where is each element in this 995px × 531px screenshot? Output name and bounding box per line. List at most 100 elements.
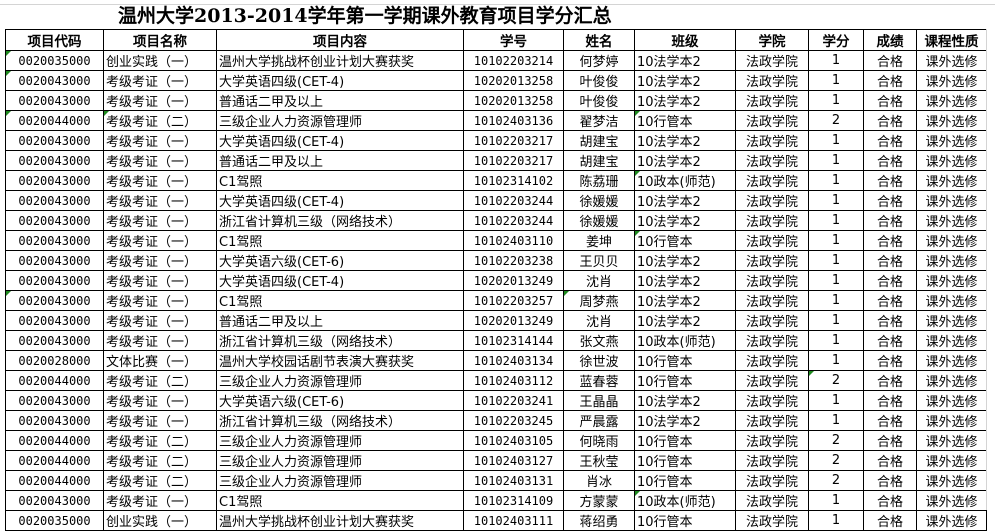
cell-student-id[interactable]: 10102203244 — [463, 210, 564, 231]
cell-project-code[interactable]: 0020043000 — [5, 290, 104, 311]
cell-grade[interactable]: 合格 — [863, 50, 917, 71]
cell-college[interactable]: 法政学院 — [735, 490, 809, 511]
cell-project-content[interactable]: C1驾照 — [216, 230, 464, 251]
cell-project-content[interactable]: 浙江省计算机三级（网络技术） — [216, 330, 464, 351]
cell-credit[interactable]: 1 — [808, 90, 864, 111]
cell-project-content[interactable]: 普通话二甲及以上 — [216, 90, 464, 111]
cell-class[interactable]: 10行管本 — [634, 510, 736, 531]
cell-student-name[interactable]: 沈肖 — [563, 310, 635, 331]
cell-college[interactable]: 法政学院 — [735, 190, 809, 211]
cell-project-content[interactable]: 大学英语四级(CET-4) — [216, 70, 464, 91]
cell-project-content[interactable]: C1驾照 — [216, 170, 464, 191]
cell-grade[interactable]: 合格 — [863, 250, 917, 271]
cell-student-name[interactable]: 翟梦洁 — [563, 110, 635, 131]
cell-project-content[interactable]: 三级企业人力资源管理师 — [216, 430, 464, 451]
cell-course-type[interactable]: 课外选修 — [916, 510, 987, 531]
cell-project-content[interactable]: 大学英语四级(CET-4) — [216, 270, 464, 291]
cell-college[interactable]: 法政学院 — [735, 90, 809, 111]
cell-college[interactable]: 法政学院 — [735, 130, 809, 151]
cell-project-code[interactable]: 0020044000 — [5, 430, 104, 451]
cell-student-name[interactable]: 方蒙蒙 — [563, 490, 635, 511]
cell-college[interactable]: 法政学院 — [735, 370, 809, 391]
cell-project-name[interactable]: 考级考证（一） — [103, 270, 217, 291]
cell-grade[interactable]: 合格 — [863, 170, 917, 191]
cell-project-code[interactable]: 0020043000 — [5, 330, 104, 351]
cell-student-name[interactable]: 王贝贝 — [563, 250, 635, 271]
header-course-type[interactable]: 课程性质 — [916, 29, 987, 51]
header-class[interactable]: 班级 — [634, 29, 736, 51]
cell-student-id[interactable]: 10102203245 — [463, 410, 564, 431]
cell-project-name[interactable]: 考级考证（二） — [103, 370, 217, 391]
cell-college[interactable]: 法政学院 — [735, 290, 809, 311]
cell-credit[interactable]: 1 — [808, 330, 864, 351]
cell-project-name[interactable]: 考级考证（一） — [103, 390, 217, 411]
cell-credit[interactable]: 1 — [808, 230, 864, 251]
cell-college[interactable]: 法政学院 — [735, 510, 809, 531]
cell-course-type[interactable]: 课外选修 — [916, 150, 987, 171]
cell-student-id[interactable]: 10102403112 — [463, 370, 564, 391]
cell-grade[interactable]: 合格 — [863, 210, 917, 231]
cell-student-name[interactable]: 徐媛媛 — [563, 210, 635, 231]
cell-project-content[interactable]: C1驾照 — [216, 490, 464, 511]
cell-project-code[interactable]: 0020043000 — [5, 310, 104, 331]
cell-class[interactable]: 10政本(师范) — [634, 330, 736, 351]
cell-course-type[interactable]: 课外选修 — [916, 310, 987, 331]
cell-project-content[interactable]: 普通话二甲及以上 — [216, 150, 464, 171]
cell-project-content[interactable]: 浙江省计算机三级（网络技术） — [216, 410, 464, 431]
header-grade[interactable]: 成绩 — [863, 29, 917, 51]
cell-grade[interactable]: 合格 — [863, 270, 917, 291]
cell-grade[interactable]: 合格 — [863, 150, 917, 171]
cell-project-name[interactable]: 创业实践（一） — [103, 50, 217, 71]
cell-course-type[interactable]: 课外选修 — [916, 210, 987, 231]
cell-grade[interactable]: 合格 — [863, 390, 917, 411]
cell-project-code[interactable]: 0020044000 — [5, 370, 104, 391]
cell-class[interactable]: 10行管本 — [634, 230, 736, 251]
header-project-content[interactable]: 项目内容 — [216, 29, 464, 51]
cell-student-name[interactable]: 姜坤 — [563, 230, 635, 251]
cell-student-id[interactable]: 10102203238 — [463, 250, 564, 271]
cell-project-content[interactable]: 大学英语六级(CET-6) — [216, 390, 464, 411]
cell-college[interactable]: 法政学院 — [735, 50, 809, 71]
cell-course-type[interactable]: 课外选修 — [916, 470, 987, 491]
cell-project-name[interactable]: 文体比赛（一） — [103, 350, 217, 371]
cell-project-name[interactable]: 考级考证（一） — [103, 490, 217, 511]
cell-college[interactable]: 法政学院 — [735, 430, 809, 451]
cell-student-id[interactable]: 10202013249 — [463, 270, 564, 291]
cell-college[interactable]: 法政学院 — [735, 410, 809, 431]
cell-credit[interactable]: 1 — [808, 270, 864, 291]
cell-class[interactable]: 10法学本2 — [634, 90, 736, 111]
cell-student-name[interactable]: 何梦婷 — [563, 50, 635, 71]
cell-project-content[interactable]: 温州大学挑战杯创业计划大赛获奖 — [216, 50, 464, 71]
cell-college[interactable]: 法政学院 — [735, 250, 809, 271]
cell-project-name[interactable]: 考级考证（一） — [103, 210, 217, 231]
header-student-id[interactable]: 学号 — [463, 29, 564, 51]
cell-project-code[interactable]: 0020035000 — [5, 50, 104, 71]
cell-credit[interactable]: 1 — [808, 390, 864, 411]
cell-credit[interactable]: 1 — [808, 410, 864, 431]
cell-college[interactable]: 法政学院 — [735, 150, 809, 171]
cell-grade[interactable]: 合格 — [863, 490, 917, 511]
cell-class[interactable]: 10法学本2 — [634, 70, 736, 91]
cell-project-name[interactable]: 考级考证（一） — [103, 410, 217, 431]
cell-student-name[interactable]: 叶俊俊 — [563, 90, 635, 111]
cell-grade[interactable]: 合格 — [863, 430, 917, 451]
cell-project-code[interactable]: 0020044000 — [5, 470, 104, 491]
cell-course-type[interactable]: 课外选修 — [916, 450, 987, 471]
cell-project-name[interactable]: 考级考证（一） — [103, 130, 217, 151]
cell-project-code[interactable]: 0020044000 — [5, 450, 104, 471]
cell-class[interactable]: 10法学本2 — [634, 130, 736, 151]
cell-class[interactable]: 10法学本2 — [634, 190, 736, 211]
cell-project-name[interactable]: 考级考证（一） — [103, 230, 217, 251]
cell-student-id[interactable]: 10102403136 — [463, 110, 564, 131]
cell-project-code[interactable]: 0020043000 — [5, 150, 104, 171]
cell-project-content[interactable]: 温州大学挑战杯创业计划大赛获奖 — [216, 510, 464, 531]
cell-project-code[interactable]: 0020043000 — [5, 410, 104, 431]
cell-class[interactable]: 10行管本 — [634, 370, 736, 391]
cell-credit[interactable]: 1 — [808, 150, 864, 171]
cell-project-content[interactable]: 三级企业人力资源管理师 — [216, 450, 464, 471]
cell-student-id[interactable]: 10102403134 — [463, 350, 564, 371]
cell-project-code[interactable]: 0020043000 — [5, 90, 104, 111]
cell-grade[interactable]: 合格 — [863, 230, 917, 251]
cell-project-code[interactable]: 0020043000 — [5, 270, 104, 291]
cell-project-name[interactable]: 考级考证（二） — [103, 110, 217, 131]
